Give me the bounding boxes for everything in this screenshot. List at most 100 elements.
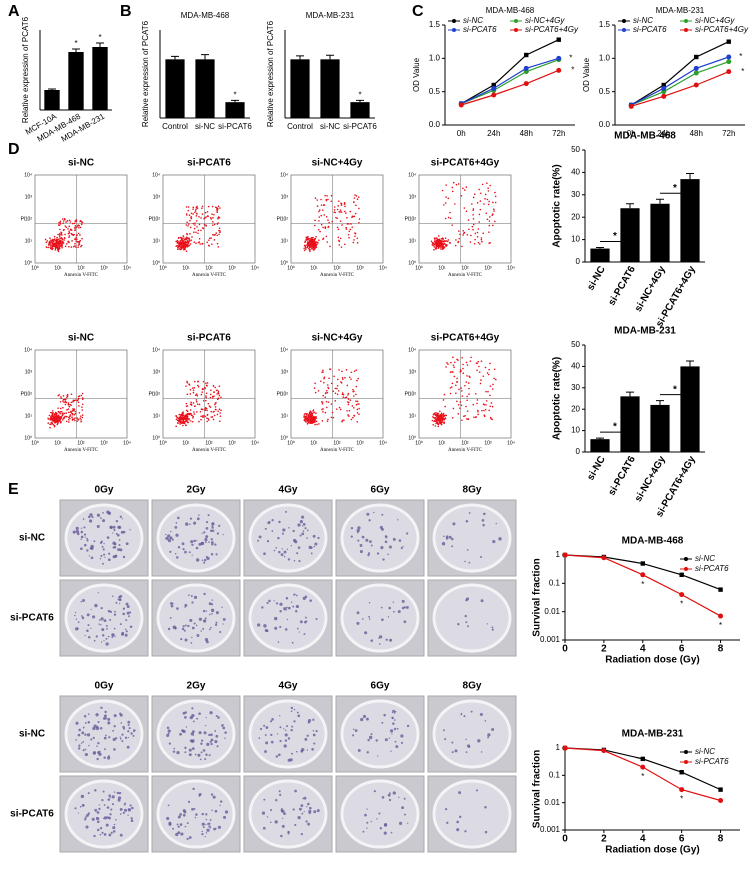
colony — [82, 518, 85, 520]
event-dot — [62, 413, 64, 416]
colony — [188, 551, 191, 554]
colony — [181, 542, 185, 546]
colony — [307, 719, 312, 723]
event-dot — [480, 238, 483, 241]
colony — [285, 608, 287, 611]
event-dot — [476, 369, 478, 372]
event-dot — [320, 214, 323, 217]
event-dot — [177, 246, 179, 249]
colony — [365, 717, 369, 721]
event-dot — [195, 399, 198, 401]
colony — [200, 542, 204, 545]
event-dot — [63, 228, 65, 231]
colony — [273, 549, 276, 552]
colony — [259, 727, 263, 731]
event-dot — [74, 229, 77, 231]
event-dot — [449, 211, 451, 214]
dose-label: 8Gy — [463, 681, 482, 692]
event-dot — [465, 418, 468, 420]
event-dot — [201, 415, 204, 417]
event-dot — [76, 238, 78, 240]
event-dot — [320, 223, 323, 226]
event-dot — [195, 231, 197, 234]
colony — [96, 745, 98, 747]
colony — [381, 796, 385, 799]
colony — [92, 752, 96, 755]
legend-label: si-PCAT6 — [695, 564, 729, 573]
event-dot — [189, 243, 192, 245]
event-dot — [194, 210, 197, 212]
colony — [398, 539, 402, 542]
event-dot — [324, 392, 327, 395]
colony — [112, 729, 115, 732]
event-dot — [340, 382, 343, 384]
colony — [93, 724, 97, 728]
flow-x-label: Annexin V-FITC — [320, 448, 355, 453]
event-dot — [438, 241, 441, 244]
colony — [115, 519, 119, 523]
colony — [198, 514, 200, 516]
event-dot — [78, 412, 81, 414]
event-dot — [340, 246, 343, 248]
colony — [389, 729, 394, 733]
colony — [465, 519, 469, 523]
event-dot — [178, 416, 181, 419]
flow-tick-label: 10³ — [153, 194, 161, 200]
colony — [78, 744, 81, 747]
colony — [107, 609, 111, 613]
significance-mark: * — [641, 580, 644, 589]
event-dot — [447, 363, 449, 365]
colony — [82, 741, 84, 743]
event-dot — [434, 414, 437, 416]
event-dot — [204, 399, 207, 402]
event-dot — [483, 415, 486, 418]
event-dot — [484, 408, 487, 411]
colony — [215, 611, 219, 615]
colony — [300, 832, 303, 836]
colony — [99, 833, 102, 836]
event-dot — [187, 206, 190, 208]
event-dot — [326, 195, 328, 197]
colony — [182, 711, 186, 715]
colony — [102, 790, 105, 793]
event-dot — [336, 384, 339, 387]
event-dot — [316, 205, 319, 207]
colony — [460, 712, 463, 715]
colony — [192, 720, 195, 723]
event-dot — [309, 244, 312, 247]
event-dot — [216, 234, 219, 237]
chart-title: MDA-MB-468 — [614, 131, 676, 142]
colony — [126, 745, 130, 749]
event-dot — [58, 412, 61, 414]
colony — [262, 826, 266, 830]
colony — [100, 706, 103, 710]
event-dot — [473, 242, 476, 245]
colony — [224, 731, 227, 734]
colony — [107, 717, 111, 721]
event-dot — [196, 226, 198, 228]
event-dot — [211, 395, 214, 398]
x-tick-label: si-NC — [195, 122, 215, 131]
colony — [171, 602, 174, 605]
event-dot — [80, 419, 82, 421]
event-dot — [179, 415, 182, 418]
event-dot — [59, 240, 62, 243]
colony — [112, 555, 116, 559]
event-dot — [205, 407, 208, 410]
colony — [481, 519, 485, 522]
event-dot — [200, 418, 202, 421]
colony — [110, 831, 113, 834]
event-dot — [78, 395, 81, 397]
colony — [185, 522, 189, 526]
colony — [379, 525, 383, 529]
colony — [215, 827, 217, 830]
colony — [100, 554, 103, 558]
event-dot — [65, 243, 68, 245]
event-dot — [477, 241, 480, 244]
event-dot — [476, 402, 478, 405]
event-dot — [330, 194, 333, 197]
event-dot — [179, 243, 181, 246]
event-dot — [335, 216, 337, 219]
plate-dish — [156, 699, 236, 769]
